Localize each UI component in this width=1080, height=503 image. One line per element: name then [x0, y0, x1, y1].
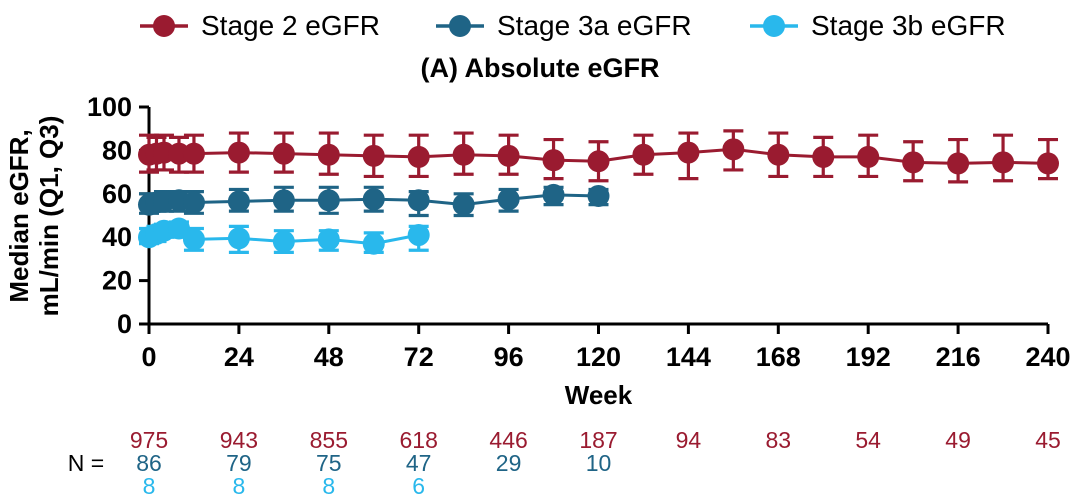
svg-text:45: 45: [1035, 427, 1061, 453]
svg-text:79: 79: [226, 450, 252, 476]
chart-title: (A) Absolute eGFR: [420, 53, 660, 83]
svg-text:48: 48: [314, 342, 344, 372]
svg-text:216: 216: [936, 342, 981, 372]
svg-text:75: 75: [316, 450, 342, 476]
svg-text:618: 618: [400, 427, 438, 453]
legend-item-stage-3b: Stage 3b eGFR: [750, 8, 1006, 44]
svg-text:72: 72: [404, 342, 434, 372]
svg-text:80: 80: [102, 135, 132, 165]
svg-text:96: 96: [494, 342, 524, 372]
svg-text:8: 8: [233, 473, 246, 499]
svg-text:240: 240: [1025, 342, 1070, 372]
svg-text:60: 60: [102, 179, 132, 209]
svg-text:Week: Week: [565, 380, 633, 410]
svg-text:0: 0: [117, 309, 132, 339]
svg-text:mL/min (Q1, Q3): mL/min (Q1, Q3): [34, 116, 64, 317]
svg-text:187: 187: [579, 427, 617, 453]
svg-text:168: 168: [756, 342, 801, 372]
svg-text:943: 943: [220, 427, 258, 453]
legend-label-stage-3b: Stage 3b eGFR: [811, 10, 1006, 41]
svg-text:86: 86: [136, 450, 162, 476]
svg-text:855: 855: [310, 427, 348, 453]
svg-text:24: 24: [224, 342, 254, 372]
svg-text:975: 975: [130, 427, 168, 453]
svg-text:54: 54: [855, 427, 881, 453]
svg-text:446: 446: [489, 427, 527, 453]
svg-text:8: 8: [143, 473, 156, 499]
svg-text:6: 6: [412, 473, 425, 499]
svg-text:N =: N =: [68, 450, 104, 476]
svg-text:144: 144: [666, 342, 711, 372]
svg-text:192: 192: [846, 342, 891, 372]
legend-label-stage-2: Stage 2 eGFR: [201, 10, 380, 41]
svg-text:29: 29: [496, 450, 522, 476]
stage-3b-marker-icon: [750, 15, 798, 37]
svg-text:0: 0: [141, 342, 156, 372]
svg-text:Median eGFR,: Median eGFR,: [4, 129, 34, 302]
svg-text:10: 10: [586, 450, 612, 476]
svg-text:83: 83: [766, 427, 792, 453]
svg-text:20: 20: [102, 266, 132, 296]
svg-text:100: 100: [87, 92, 132, 122]
legend-item-stage-3a: Stage 3a eGFR: [436, 8, 692, 44]
svg-text:8: 8: [322, 473, 335, 499]
svg-text:120: 120: [576, 342, 621, 372]
legend-item-stage-2: Stage 2 eGFR: [140, 8, 380, 44]
svg-text:49: 49: [945, 427, 971, 453]
stage-3a-marker-icon: [436, 15, 484, 37]
svg-text:40: 40: [102, 222, 132, 252]
svg-text:47: 47: [406, 450, 432, 476]
svg-text:94: 94: [676, 427, 702, 453]
stage-2-marker-icon: [140, 15, 188, 37]
legend-label-stage-3a: Stage 3a eGFR: [497, 10, 692, 41]
